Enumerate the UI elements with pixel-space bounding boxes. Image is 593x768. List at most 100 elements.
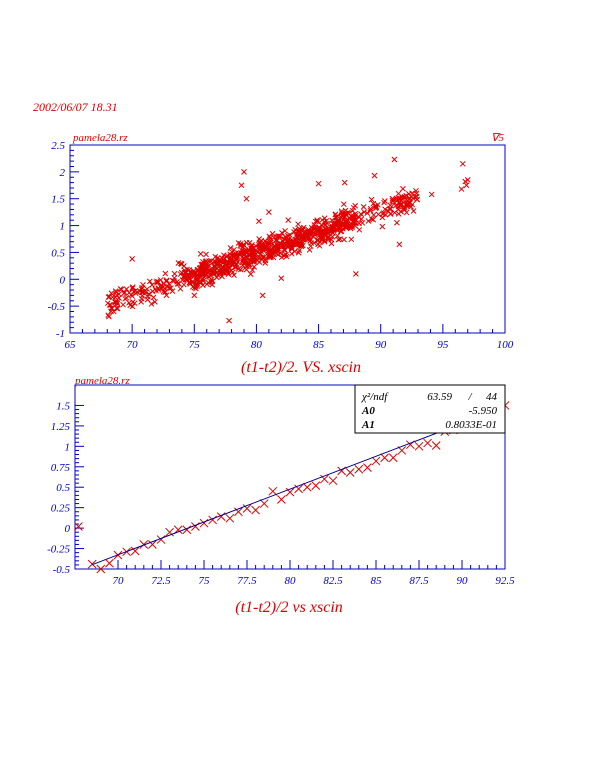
bottom-plot-point: [74, 522, 83, 531]
top-plot-point: [387, 205, 394, 212]
top-plot-point: [138, 299, 144, 305]
bottom-plot-x-ticks: 70 72.5 75 77.5 80 82.5 85 87.5 90 92.5: [113, 560, 515, 587]
top-plot-point: [189, 269, 195, 276]
top-plot-point: [106, 313, 112, 320]
top-plot-point: [399, 195, 406, 202]
top-plot-point: [129, 285, 136, 292]
top-plot-point: [123, 286, 130, 292]
top-plot-point: [273, 234, 280, 240]
top-plot-points: [104, 156, 471, 324]
top-plot-point: [129, 303, 136, 310]
bottom-plot-x-tick-label: 80: [285, 575, 297, 587]
top-plot-outlier-point: [278, 275, 285, 282]
top-plot-point: [328, 240, 335, 247]
top-plot-outlier-point: [241, 169, 247, 175]
top-plot-point: [208, 276, 215, 283]
top-plot-outlier-point: [371, 172, 378, 179]
top-plot-y-tick-label: 0.5: [51, 247, 65, 259]
top-plot-point: [231, 246, 237, 253]
top-plot-point: [373, 203, 380, 209]
stats-a1-value: 0.8033E-01: [445, 419, 497, 431]
top-plot-point: [246, 247, 252, 253]
bottom-plot-x-tick-label: 92.5: [495, 575, 515, 587]
top-plot-point: [282, 227, 288, 234]
top-plot-point: [216, 271, 223, 278]
top-plot-point: [263, 239, 270, 246]
top-plot-point: [225, 270, 232, 276]
top-plot-point: [227, 251, 233, 258]
bottom-plot-point: [130, 546, 140, 556]
top-plot-point: [367, 207, 374, 214]
top-plot-point: [212, 258, 219, 265]
top-plot-point: [262, 257, 269, 264]
top-plot-point: [230, 269, 236, 276]
top-plot-point: [396, 200, 403, 206]
top-plot-point: [139, 292, 146, 299]
top-plot-point: [249, 245, 255, 252]
top-plot-point: [325, 233, 331, 240]
top-plot-point: [177, 260, 184, 267]
top-plot-point: [177, 285, 184, 292]
bottom-plot-point: [251, 505, 260, 515]
top-plot-point: [365, 218, 372, 224]
top-plot-y-tick-label: 2.5: [51, 140, 65, 152]
top-plot-point: [144, 296, 151, 303]
bottom-plot-y-tick-label: 1.5: [56, 400, 70, 412]
top-plot-point: [162, 270, 169, 277]
top-plot-point: [412, 194, 418, 201]
bottom-plot-point: [423, 438, 432, 448]
top-plot-point: [271, 242, 278, 249]
top-plot-point: [250, 255, 257, 262]
top-plot-point: [375, 211, 382, 218]
bottom-plot-point: [277, 495, 286, 504]
top-plot-point: [329, 217, 335, 224]
top-plot-point: [157, 277, 164, 283]
stats-a1-label: A1: [361, 419, 375, 431]
top-plot-point: [352, 202, 359, 209]
top-plot-point: [381, 198, 388, 204]
top-plot-point: [358, 211, 364, 217]
top-scatter-plot: pamela28.rz ∇5 65 70 75 80 85 90 95 100 -1 -0.5 0…: [48, 132, 514, 376]
bottom-plot-y-tick-label: 1: [65, 441, 71, 453]
top-plot-point: [114, 292, 120, 299]
top-plot-point: [348, 236, 355, 243]
top-plot-point: [247, 256, 254, 263]
top-plot-point: [279, 229, 285, 236]
top-plot-point: [152, 299, 158, 305]
bottom-plot-point: [431, 441, 441, 450]
top-plot-point: [275, 251, 281, 258]
top-plot-outlier-point: [428, 191, 435, 198]
top-plot-outlier-point: [259, 292, 266, 299]
top-plot-point: [389, 195, 396, 202]
top-plot-point: [203, 260, 209, 267]
top-plot-point: [194, 277, 201, 284]
top-plot-point: [121, 290, 127, 297]
top-plot-point: [367, 205, 374, 212]
top-plot-outlier-point: [129, 256, 135, 262]
top-plot-point: [301, 230, 308, 237]
top-plot-outlier-point: [238, 182, 245, 189]
top-plot-point: [203, 251, 209, 258]
top-plot-point: [330, 227, 337, 234]
top-plot-point: [298, 241, 305, 247]
top-plot-point: [373, 204, 380, 211]
top-plot-point: [368, 216, 375, 222]
top-plot-point: [191, 284, 198, 291]
top-plot-x-tick-label: 85: [313, 339, 325, 351]
top-plot-point: [272, 237, 279, 243]
bottom-plot-x-tick-label: 87.5: [409, 575, 429, 587]
top-plot-point: [241, 242, 247, 248]
bottom-plot-point: [363, 463, 372, 472]
top-plot-point: [149, 282, 155, 288]
top-plot-point: [352, 210, 359, 217]
top-plot-point: [370, 216, 376, 223]
top-plot-point: [340, 225, 346, 232]
bottom-plot-point: [96, 564, 106, 574]
top-plot-point: [233, 261, 240, 267]
top-plot-point: [387, 211, 394, 217]
bottom-plot-point: [242, 504, 252, 513]
top-plot-point: [246, 261, 253, 268]
top-plot-point: [181, 273, 188, 280]
top-plot-point: [321, 227, 327, 234]
